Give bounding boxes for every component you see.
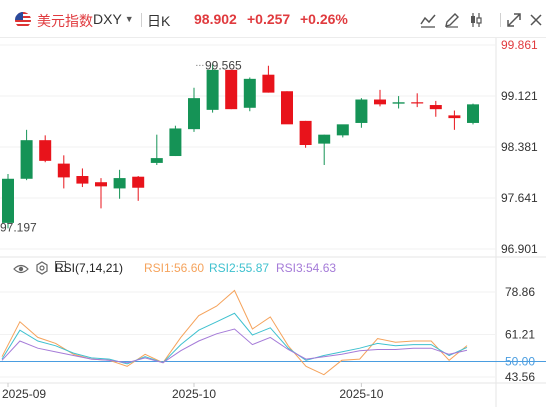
close-icon[interactable] <box>526 10 546 30</box>
candle-body <box>299 120 312 146</box>
candle-body <box>281 91 293 125</box>
candle-body <box>355 99 368 123</box>
candle-body <box>2 178 14 223</box>
candle-body <box>374 99 386 105</box>
symbol-label: DXY <box>93 11 122 27</box>
candle-body <box>188 98 200 130</box>
low-price-label: 97.197 <box>0 221 37 235</box>
price-change-percent: +0.26% <box>300 11 348 27</box>
candle-body <box>150 158 163 163</box>
rsi2-value: RSI2:55.87 <box>209 261 270 275</box>
candle-body <box>262 74 275 93</box>
candle-body <box>429 105 442 110</box>
last-price: 98.902 <box>194 11 237 27</box>
price-tick-label: 97.641 <box>501 191 538 205</box>
rsi-tick-label: 78.86 <box>505 285 535 299</box>
indicator-label: RSI(7,14,21) <box>55 261 124 275</box>
price-tick-label: 98.381 <box>501 140 538 154</box>
candle-body <box>76 176 89 184</box>
rsi3-value: RSI3:54.63 <box>276 261 337 275</box>
price-axis: 99.861 99.121 98.381 97.641 96.901 78.86 61.21… <box>501 38 538 384</box>
header-bottom-border <box>0 37 546 38</box>
price-tick-label: 99.861 <box>501 38 538 52</box>
candle-body <box>39 140 52 161</box>
candle-body <box>448 115 461 119</box>
candle-body <box>467 104 479 123</box>
candle-body <box>411 102 424 104</box>
fullscreen-icon[interactable] <box>504 10 524 30</box>
eye-icon[interactable] <box>13 262 29 276</box>
rsi1-value: RSI1:56.60 <box>144 261 205 275</box>
candle-body <box>243 78 256 108</box>
candle-body <box>336 124 349 136</box>
candle-body <box>95 182 107 187</box>
candle-body <box>132 176 145 188</box>
candle-body <box>206 69 219 110</box>
chart-header: 美元指数 DXY ▼ 日K 98.902 +0.257 +0.26% <box>0 0 546 38</box>
candle-body <box>20 140 33 179</box>
toolbar-divider <box>500 13 501 27</box>
price-change: +0.257 <box>247 11 291 27</box>
rsi-line-rsi1 <box>1 289 468 376</box>
time-tick-label: 2025-10 <box>172 387 216 401</box>
us-flag-icon <box>15 12 31 28</box>
time-axis: 2025-09 2025-10 2025-10 <box>2 383 384 401</box>
price-tick-label: 96.901 <box>501 242 538 256</box>
checkbox-icon <box>55 261 66 272</box>
line-chart-icon[interactable] <box>418 10 438 30</box>
candle-body <box>169 128 182 157</box>
candle-type-icon[interactable] <box>466 10 486 30</box>
candle-body <box>113 178 126 189</box>
symbol-selector[interactable]: DXY ▼ <box>93 11 134 27</box>
period-selector[interactable]: 日K <box>147 13 171 29</box>
candle-body <box>318 134 331 144</box>
price-tick-label: 99.121 <box>501 89 538 103</box>
gear-icon[interactable] <box>35 261 49 275</box>
candle-body <box>392 102 405 104</box>
rsi-tick-label: 43.56 <box>505 370 535 384</box>
rsi-series <box>0 289 546 376</box>
instrument-name: 美元指数 <box>37 13 93 29</box>
draw-icon[interactable] <box>442 10 462 30</box>
rsi-tick-label: 61.21 <box>505 328 535 342</box>
candle-body <box>225 69 238 110</box>
header-divider <box>141 13 142 27</box>
caret-down-icon: ▼ <box>124 14 134 24</box>
rsi-line-rsi2 <box>1 312 468 365</box>
time-tick-label: 2025-10 <box>339 387 383 401</box>
rsi-line-rsi3 <box>1 328 468 364</box>
grid-layer <box>0 38 546 407</box>
candlestick-series: 99.565 97.197 <box>0 58 479 235</box>
time-tick-label: 2025-09 <box>2 387 46 401</box>
candle-body <box>57 163 70 178</box>
high-price-label: 99.565 <box>205 58 242 72</box>
